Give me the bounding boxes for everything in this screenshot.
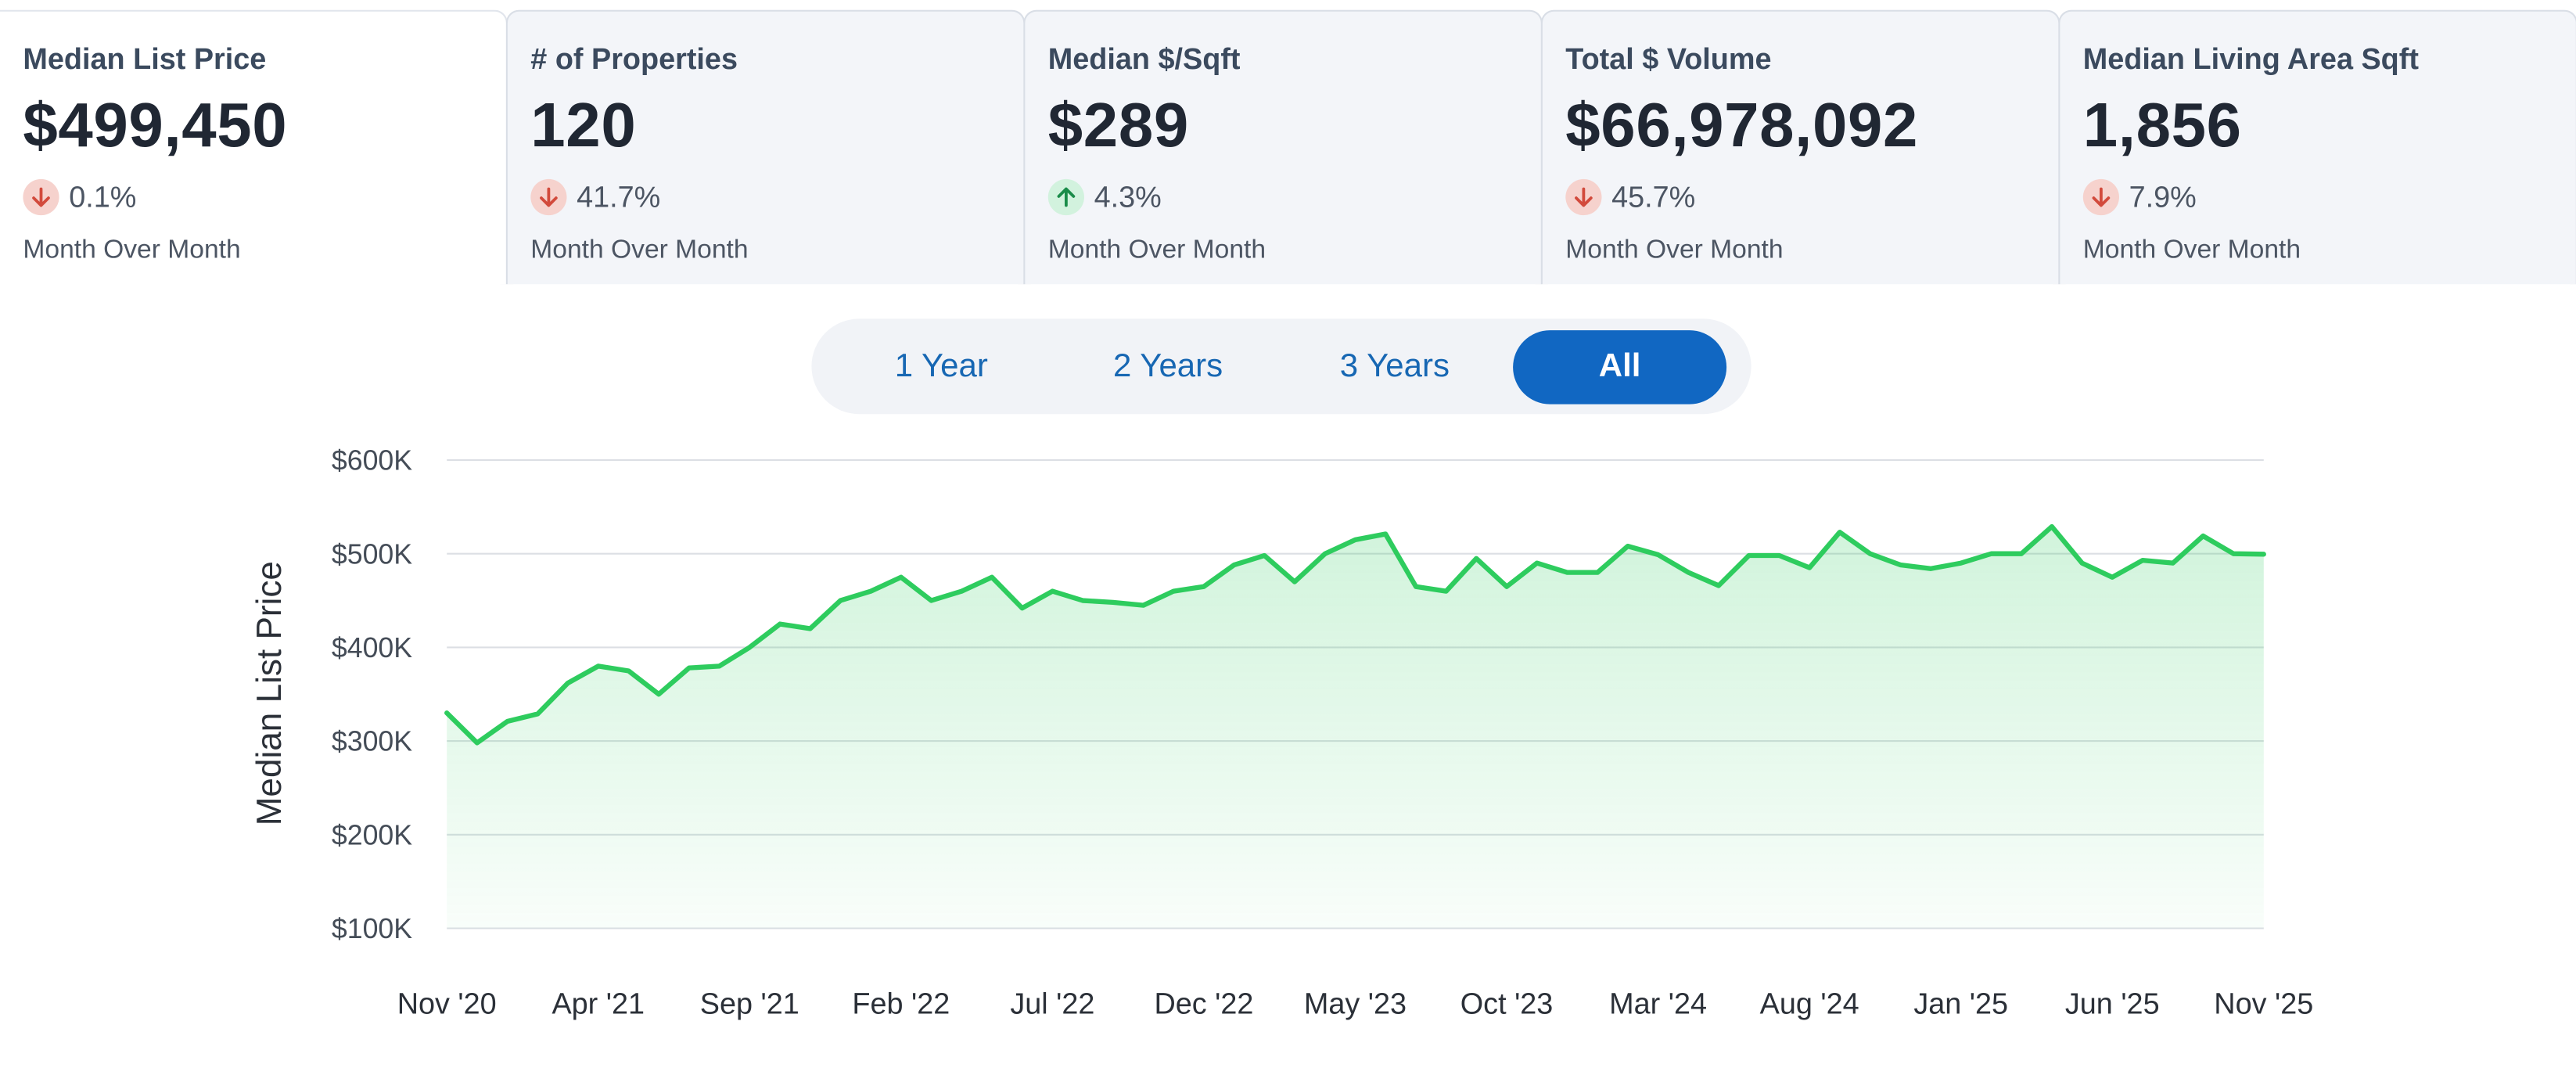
metric-tile[interactable]: Median Living Area Sqft 1,856 7.9% Month Ov… — [2058, 9, 2576, 285]
change-percent: 45.7% — [1611, 179, 1696, 213]
metric-label: # of Properties — [530, 42, 738, 76]
change-period: Month Over Month — [1565, 236, 1784, 265]
metric-value: 1,856 — [2082, 92, 2242, 161]
change-percent: 4.3% — [1094, 179, 1162, 213]
metric-label: Median $/Sqft — [1047, 42, 1241, 76]
metric-label: Total $ Volume — [1565, 42, 1772, 76]
metric-tile[interactable]: Total $ Volume $66,978,092 45.7% Month Over… — [1540, 9, 2060, 285]
metric-tiles: Median List Price $499,450 0.1% Month Over … — [0, 9, 2576, 285]
change-percent: 41.7% — [577, 179, 661, 213]
metric-label: Median List Price — [23, 42, 267, 76]
change-percent: 7.9% — [2129, 179, 2197, 213]
period-button[interactable]: 2 Years — [1113, 348, 1223, 385]
metric-value: $499,450 — [23, 92, 288, 161]
metric-change: 4.3% — [1047, 178, 1162, 216]
y-tick-label: $500K — [332, 538, 412, 570]
arrow-down-icon — [2082, 178, 2119, 216]
metric-tile[interactable]: Median $/Sqft $289 4.3% Month Over Month — [1023, 9, 1543, 285]
arrow-down-icon — [530, 178, 567, 216]
x-tick-label: Jul '22 — [1010, 988, 1094, 1021]
arrow-down-icon — [1565, 178, 1602, 216]
change-percent: 0.1% — [69, 179, 137, 213]
x-tick-label: May '23 — [1304, 988, 1407, 1021]
y-axis-label: Median List Price — [250, 561, 289, 825]
x-tick-label: Feb '22 — [852, 988, 950, 1021]
metric-change: 7.9% — [2082, 178, 2197, 216]
arrow-down-icon — [23, 178, 59, 216]
x-tick-label: Apr '21 — [551, 988, 645, 1021]
x-tick-label: Nov '25 — [2214, 988, 2313, 1021]
arrow-up-icon — [1047, 178, 1084, 216]
price-line — [444, 523, 2266, 746]
metric-tile[interactable]: Median List Price $499,450 0.1% Month Over … — [0, 9, 508, 285]
y-tick-label: $200K — [332, 819, 412, 850]
x-axis-ticks: Nov '20 Apr '21 Sep '21 Feb '22 Jul '22 Dec '… — [397, 988, 2314, 1021]
y-tick-label: $600K — [332, 445, 412, 476]
x-tick-label: Aug '24 — [1760, 988, 1859, 1021]
x-tick-label: Oct '23 — [1460, 988, 1554, 1021]
period-button[interactable]: 3 Years — [1339, 348, 1450, 385]
period-button[interactable]: All — [1513, 330, 1727, 405]
period-selector: 1 Year 2 Years 3 Years All — [811, 318, 1751, 415]
change-period: Month Over Month — [1047, 236, 1266, 265]
price-area — [447, 527, 2264, 929]
y-axis-ticks: $100K $200K $300K $400K $500K $600K — [332, 445, 412, 945]
y-tick-label: $300K — [332, 726, 412, 757]
metric-tile[interactable]: # of Properties 120 41.7% Month Over Month — [505, 9, 1026, 285]
x-tick-label: Jun '25 — [2065, 988, 2160, 1021]
metric-value: $289 — [1047, 92, 1189, 161]
x-tick-label: Sep '21 — [700, 988, 799, 1021]
metric-value: 120 — [530, 92, 637, 161]
x-tick-label: Nov '20 — [397, 988, 497, 1021]
y-tick-label: $100K — [332, 913, 412, 944]
metric-label: Median Living Area Sqft — [2082, 42, 2419, 76]
change-period: Month Over Month — [23, 236, 241, 265]
y-tick-label: $400K — [332, 632, 412, 663]
x-tick-label: Dec '22 — [1154, 988, 1253, 1021]
metric-change: 0.1% — [23, 178, 137, 216]
x-tick-label: Mar '24 — [1609, 988, 1707, 1021]
period-button[interactable]: 1 Year — [894, 348, 988, 385]
metric-change: 45.7% — [1565, 178, 1696, 216]
change-period: Month Over Month — [2082, 236, 2301, 265]
x-tick-label: Jan '25 — [1913, 988, 2008, 1021]
metric-value: $66,978,092 — [1565, 92, 1919, 161]
metric-change: 41.7% — [530, 178, 661, 216]
change-period: Month Over Month — [530, 236, 749, 265]
